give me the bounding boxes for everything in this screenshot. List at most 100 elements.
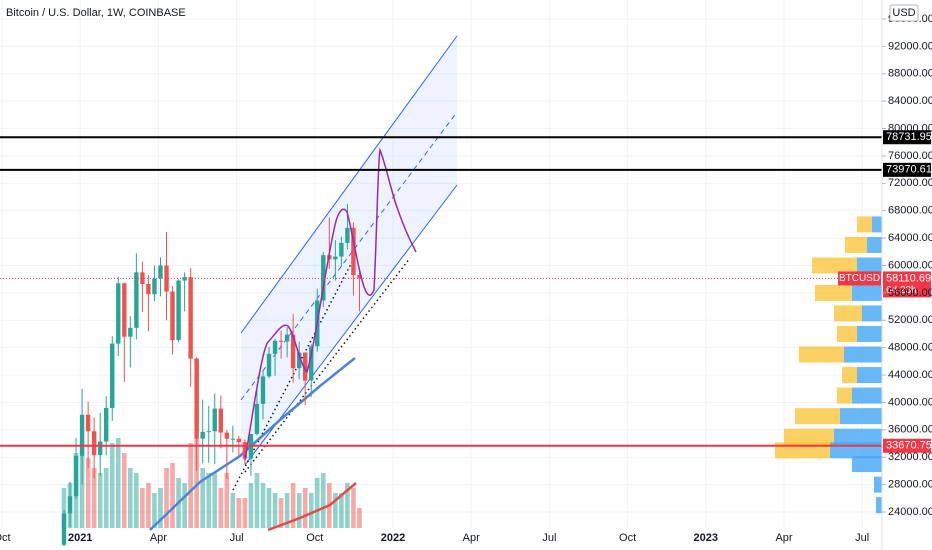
volume-bar xyxy=(230,493,236,528)
volume-bar xyxy=(91,468,97,528)
x-tick-label: 2023 xyxy=(694,532,718,544)
candle-body xyxy=(260,376,266,404)
candle-body xyxy=(309,346,314,381)
candle-body xyxy=(176,280,181,341)
volume-bar xyxy=(242,498,248,528)
candle-body xyxy=(254,403,260,434)
candle-body xyxy=(91,431,97,456)
profile-up xyxy=(872,216,882,233)
volume-bar xyxy=(218,488,224,528)
volume-bar xyxy=(224,473,230,528)
y-tick-label: 40000.00 xyxy=(888,396,932,408)
candle-body xyxy=(345,227,350,243)
profile-up xyxy=(876,497,882,514)
candle-body xyxy=(290,334,296,369)
profile-down xyxy=(857,216,872,233)
candle-body xyxy=(79,414,85,456)
volume-bar xyxy=(128,468,133,528)
projection-path xyxy=(244,147,417,461)
x-tick-label: 2022 xyxy=(381,532,405,544)
candle-body xyxy=(194,358,199,439)
volume-bar xyxy=(351,488,356,528)
profile-up xyxy=(852,284,882,301)
candle-body xyxy=(278,340,284,342)
profile-down xyxy=(842,367,857,384)
candle-body xyxy=(73,455,79,497)
volume-bar xyxy=(345,483,350,528)
volume-bar xyxy=(357,508,362,528)
volume-bar xyxy=(134,473,139,528)
candle-body xyxy=(236,438,242,443)
volume-profile xyxy=(775,216,882,514)
volume-bar xyxy=(122,453,127,528)
currency-box[interactable] xyxy=(889,4,919,22)
countdown: 6d 23h xyxy=(886,285,917,296)
y-tick-label: 88000.00 xyxy=(888,68,932,80)
y-tick-label: 92000.00 xyxy=(888,40,932,52)
candle-body xyxy=(61,513,67,545)
y-tick-label: 80000.00 xyxy=(888,122,932,134)
y-tick-label: 44000.00 xyxy=(888,369,932,381)
channel-upper xyxy=(240,35,458,334)
y-tick-label: 28000.00 xyxy=(888,479,932,491)
candle-body xyxy=(85,414,91,432)
volume-bar xyxy=(254,473,260,528)
candle-body xyxy=(110,343,115,408)
volume-bar xyxy=(308,493,314,528)
profile-down xyxy=(845,236,867,253)
x-tick-label: Jul xyxy=(542,532,556,544)
level-label-box xyxy=(883,130,931,145)
level-label-box xyxy=(883,438,931,453)
candle-body xyxy=(128,327,133,337)
candle-body xyxy=(152,278,157,295)
candle-body xyxy=(188,277,193,359)
volume-bar xyxy=(260,483,266,528)
volume-bar xyxy=(284,493,290,528)
candle-body xyxy=(284,334,290,342)
candle-body xyxy=(206,431,211,433)
candle-body xyxy=(170,291,175,341)
profile-down xyxy=(784,428,834,445)
levels: 78731.95 73970.61 33670.75 BTCUSD 58110.696d… xyxy=(0,130,932,453)
candle-body xyxy=(116,283,121,344)
symbol-box xyxy=(838,271,881,286)
volume-bar xyxy=(158,488,163,528)
profile-up xyxy=(867,236,882,253)
y-tick-label: 52000.00 xyxy=(888,314,932,326)
candle-body xyxy=(333,256,338,260)
profile-down xyxy=(775,442,830,459)
volume-bar xyxy=(272,493,278,528)
x-tick-label: Apr xyxy=(463,532,480,544)
volume-bar xyxy=(266,488,272,528)
volume-bar xyxy=(170,463,175,528)
candle-body xyxy=(303,352,308,381)
x-tick-label: Oct xyxy=(306,532,323,544)
candle-body xyxy=(339,242,344,257)
profile-up xyxy=(857,325,882,342)
y-tick-label: 36000.00 xyxy=(888,424,932,436)
volume-bar xyxy=(302,488,308,528)
trend-dotted xyxy=(244,257,411,473)
candle-body xyxy=(158,265,163,279)
volume-bar xyxy=(164,468,169,528)
profile-down xyxy=(815,284,852,301)
candle-body xyxy=(266,353,272,377)
volume-bar xyxy=(296,493,302,528)
y-tick-label: 32000.00 xyxy=(888,451,932,463)
volume-bar xyxy=(194,438,199,528)
volume-bar xyxy=(314,478,320,528)
volume-bar xyxy=(339,493,344,528)
volume-bar xyxy=(290,483,296,528)
volume-average xyxy=(267,482,357,532)
candle-body xyxy=(321,255,326,301)
profile-up xyxy=(852,387,882,404)
time-axis: Oct 2021 Apr Jul Oct 2022 Apr Jul Oct 2023 Apr Jul xyxy=(0,532,869,544)
symbol-name: BTCUSD xyxy=(839,273,880,284)
currency[interactable]: USD xyxy=(892,7,915,19)
level-label: 33670.75 xyxy=(886,440,932,452)
candle-body xyxy=(218,408,223,433)
candle-body xyxy=(104,407,109,442)
y-tick-label: 24000.00 xyxy=(888,506,932,518)
